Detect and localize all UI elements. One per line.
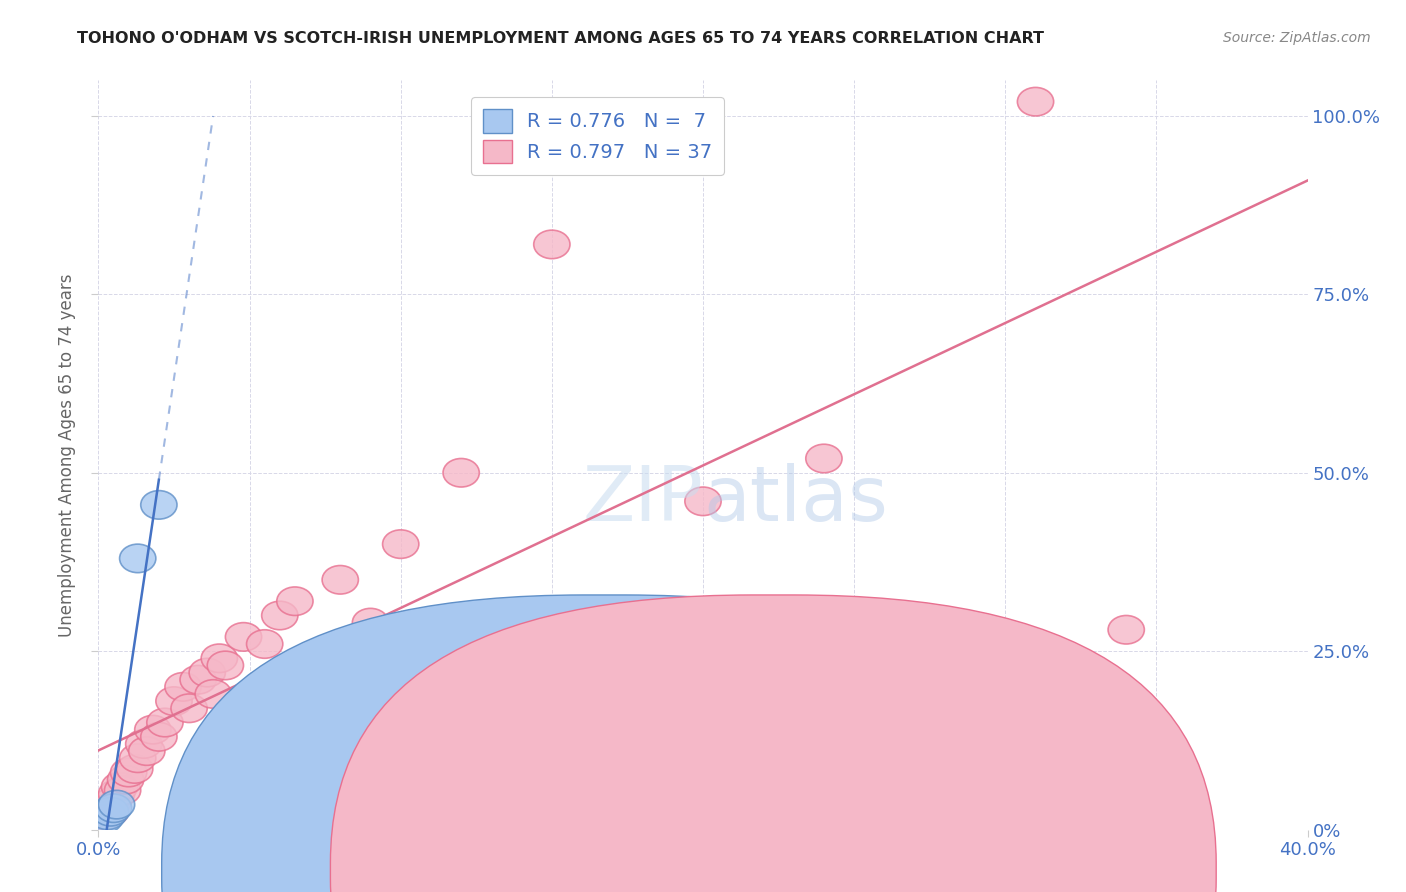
Ellipse shape [98,790,135,819]
Text: Scotch-Irish: Scotch-Irish [731,855,828,872]
Ellipse shape [534,230,569,259]
Text: Tohono O'odham: Tohono O'odham [536,855,675,872]
Ellipse shape [353,608,388,637]
Ellipse shape [93,797,129,826]
Ellipse shape [806,444,842,473]
Ellipse shape [135,715,172,744]
Ellipse shape [188,658,225,687]
Legend: R = 0.776   N =  7, R = 0.797   N = 37: R = 0.776 N = 7, R = 0.797 N = 37 [471,97,724,175]
Ellipse shape [111,758,146,787]
Ellipse shape [225,623,262,651]
Ellipse shape [277,587,314,615]
Ellipse shape [90,794,125,822]
Ellipse shape [246,630,283,658]
Ellipse shape [90,801,125,830]
Text: atlas: atlas [703,463,887,537]
Ellipse shape [382,530,419,558]
Ellipse shape [141,491,177,519]
Text: TOHONO O'ODHAM VS SCOTCH-IRISH UNEMPLOYMENT AMONG AGES 65 TO 74 YEARS CORRELATIO: TOHONO O'ODHAM VS SCOTCH-IRISH UNEMPLOYM… [77,31,1045,46]
Ellipse shape [125,730,162,758]
Ellipse shape [86,805,122,833]
Ellipse shape [201,644,238,673]
Y-axis label: Unemployment Among Ages 65 to 74 years: Unemployment Among Ages 65 to 74 years [58,273,76,637]
Text: ZIP: ZIP [582,463,703,537]
Ellipse shape [207,651,243,680]
Ellipse shape [172,694,207,723]
Ellipse shape [101,772,138,801]
Ellipse shape [180,665,217,694]
Ellipse shape [117,755,153,783]
Ellipse shape [120,744,156,772]
Ellipse shape [93,797,129,826]
Ellipse shape [262,601,298,630]
Ellipse shape [104,776,141,805]
Ellipse shape [107,765,143,794]
Ellipse shape [141,723,177,751]
Ellipse shape [86,801,122,830]
Ellipse shape [443,458,479,487]
Ellipse shape [195,680,232,708]
Ellipse shape [156,687,193,715]
Ellipse shape [129,737,165,765]
Ellipse shape [120,544,156,573]
Ellipse shape [98,780,135,808]
Ellipse shape [146,708,183,737]
Ellipse shape [322,566,359,594]
Text: Source: ZipAtlas.com: Source: ZipAtlas.com [1223,31,1371,45]
Ellipse shape [96,787,132,815]
Ellipse shape [165,673,201,701]
Ellipse shape [685,487,721,516]
Ellipse shape [96,794,132,822]
Ellipse shape [1018,87,1053,116]
Ellipse shape [1108,615,1144,644]
